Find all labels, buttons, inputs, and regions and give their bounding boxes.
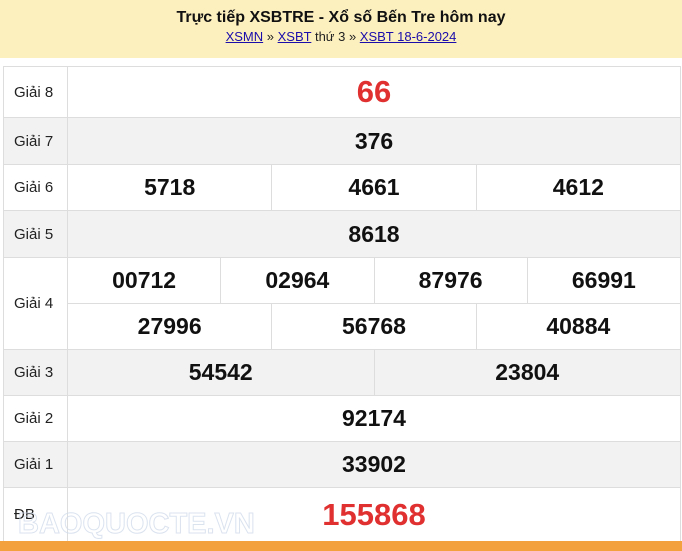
prize-row: Giải 1 33902 <box>4 442 681 488</box>
prize-values: 8618 <box>68 211 681 257</box>
prize-subrow: 27996 56768 40884 <box>68 303 681 349</box>
page-header: Trực tiếp XSBTRE - Xổ số Bến Tre hôm nay… <box>0 0 682 58</box>
prize-number: 87976 <box>375 258 528 303</box>
prize-number: 5718 <box>68 165 273 210</box>
prize-label: Giải 2 <box>4 396 68 441</box>
prize-label: Giải 5 <box>4 211 68 257</box>
prize-subrow: 00712 02964 87976 66991 <box>68 258 681 303</box>
breadcrumb-xsmn-link[interactable]: XSMN <box>225 29 264 44</box>
breadcrumb: XSMN » XSBT thứ 3 » XSBT 18-6-2024 <box>0 28 682 46</box>
breadcrumb-date-link[interactable]: XSBT 18-6-2024 <box>359 29 457 44</box>
prize-values: 00712 02964 87976 66991 27996 56768 40884 <box>68 258 681 349</box>
prize-number: 02964 <box>221 258 375 303</box>
prize-number: 27996 <box>68 304 273 349</box>
prize-label: Giải 1 <box>4 442 68 487</box>
prize-row: Giải 3 54542 23804 <box>4 350 681 396</box>
prize-number: 8618 <box>68 211 681 257</box>
prize-number: 56768 <box>272 304 477 349</box>
prize-number: 23804 <box>375 350 681 395</box>
prize-number: 92174 <box>68 396 681 441</box>
prize-number: 66 <box>68 67 681 117</box>
footer-bar <box>0 541 682 551</box>
breadcrumb-day: thứ 3 » <box>311 29 360 44</box>
prize-values: 54542 23804 <box>68 350 681 395</box>
prize-row: Giải 6 5718 4661 4612 <box>4 165 681 211</box>
page-title: Trực tiếp XSBTRE - Xổ số Bến Tre hôm nay <box>176 9 506 26</box>
prize-row: Giải 5 8618 <box>4 211 681 258</box>
prize-row: ĐB 155868 <box>4 488 681 542</box>
prize-values: 5718 4661 4612 <box>68 165 681 210</box>
breadcrumb-xsbt-link[interactable]: XSBT <box>277 29 312 44</box>
prize-number: 00712 <box>68 258 222 303</box>
prize-label: Giải 8 <box>4 67 68 117</box>
prize-label: Giải 3 <box>4 350 68 395</box>
prize-number: 4612 <box>477 165 681 210</box>
prize-values: 33902 <box>68 442 681 487</box>
prize-label: ĐB <box>4 488 68 541</box>
prize-subrow: 54542 23804 <box>68 350 681 395</box>
prize-label: Giải 7 <box>4 118 68 164</box>
prize-values: 155868 <box>68 488 681 541</box>
prize-subrow: 376 <box>68 118 681 164</box>
breadcrumb-separator: » <box>263 29 278 44</box>
results-table: Giải 8 66 Giải 7 376 Giải 6 5718 4661 4612 Giải … <box>3 66 681 542</box>
prize-row: Giải 4 00712 02964 87976 66991 27996 56768 4088… <box>4 258 681 350</box>
prize-subrow: 33902 <box>68 442 681 487</box>
prize-row: Giải 2 92174 <box>4 396 681 442</box>
prize-number: 376 <box>68 118 681 164</box>
prize-number: 155868 <box>68 488 681 541</box>
prize-values: 66 <box>68 67 681 117</box>
prize-subrow: 66 <box>68 67 681 117</box>
prize-subrow: 8618 <box>68 211 681 257</box>
prize-subrow: 155868 <box>68 488 681 541</box>
prize-number: 54542 <box>68 350 375 395</box>
prize-number: 66991 <box>528 258 681 303</box>
prize-subrow: 5718 4661 4612 <box>68 165 681 210</box>
prize-values: 92174 <box>68 396 681 441</box>
prize-values: 376 <box>68 118 681 164</box>
prize-number: 33902 <box>68 442 681 487</box>
prize-number: 4661 <box>272 165 477 210</box>
prize-label: Giải 6 <box>4 165 68 210</box>
prize-number: 40884 <box>477 304 681 349</box>
prize-row: Giải 8 66 <box>4 67 681 118</box>
prize-subrow: 92174 <box>68 396 681 441</box>
prize-row: Giải 7 376 <box>4 118 681 165</box>
prize-label: Giải 4 <box>4 258 68 349</box>
